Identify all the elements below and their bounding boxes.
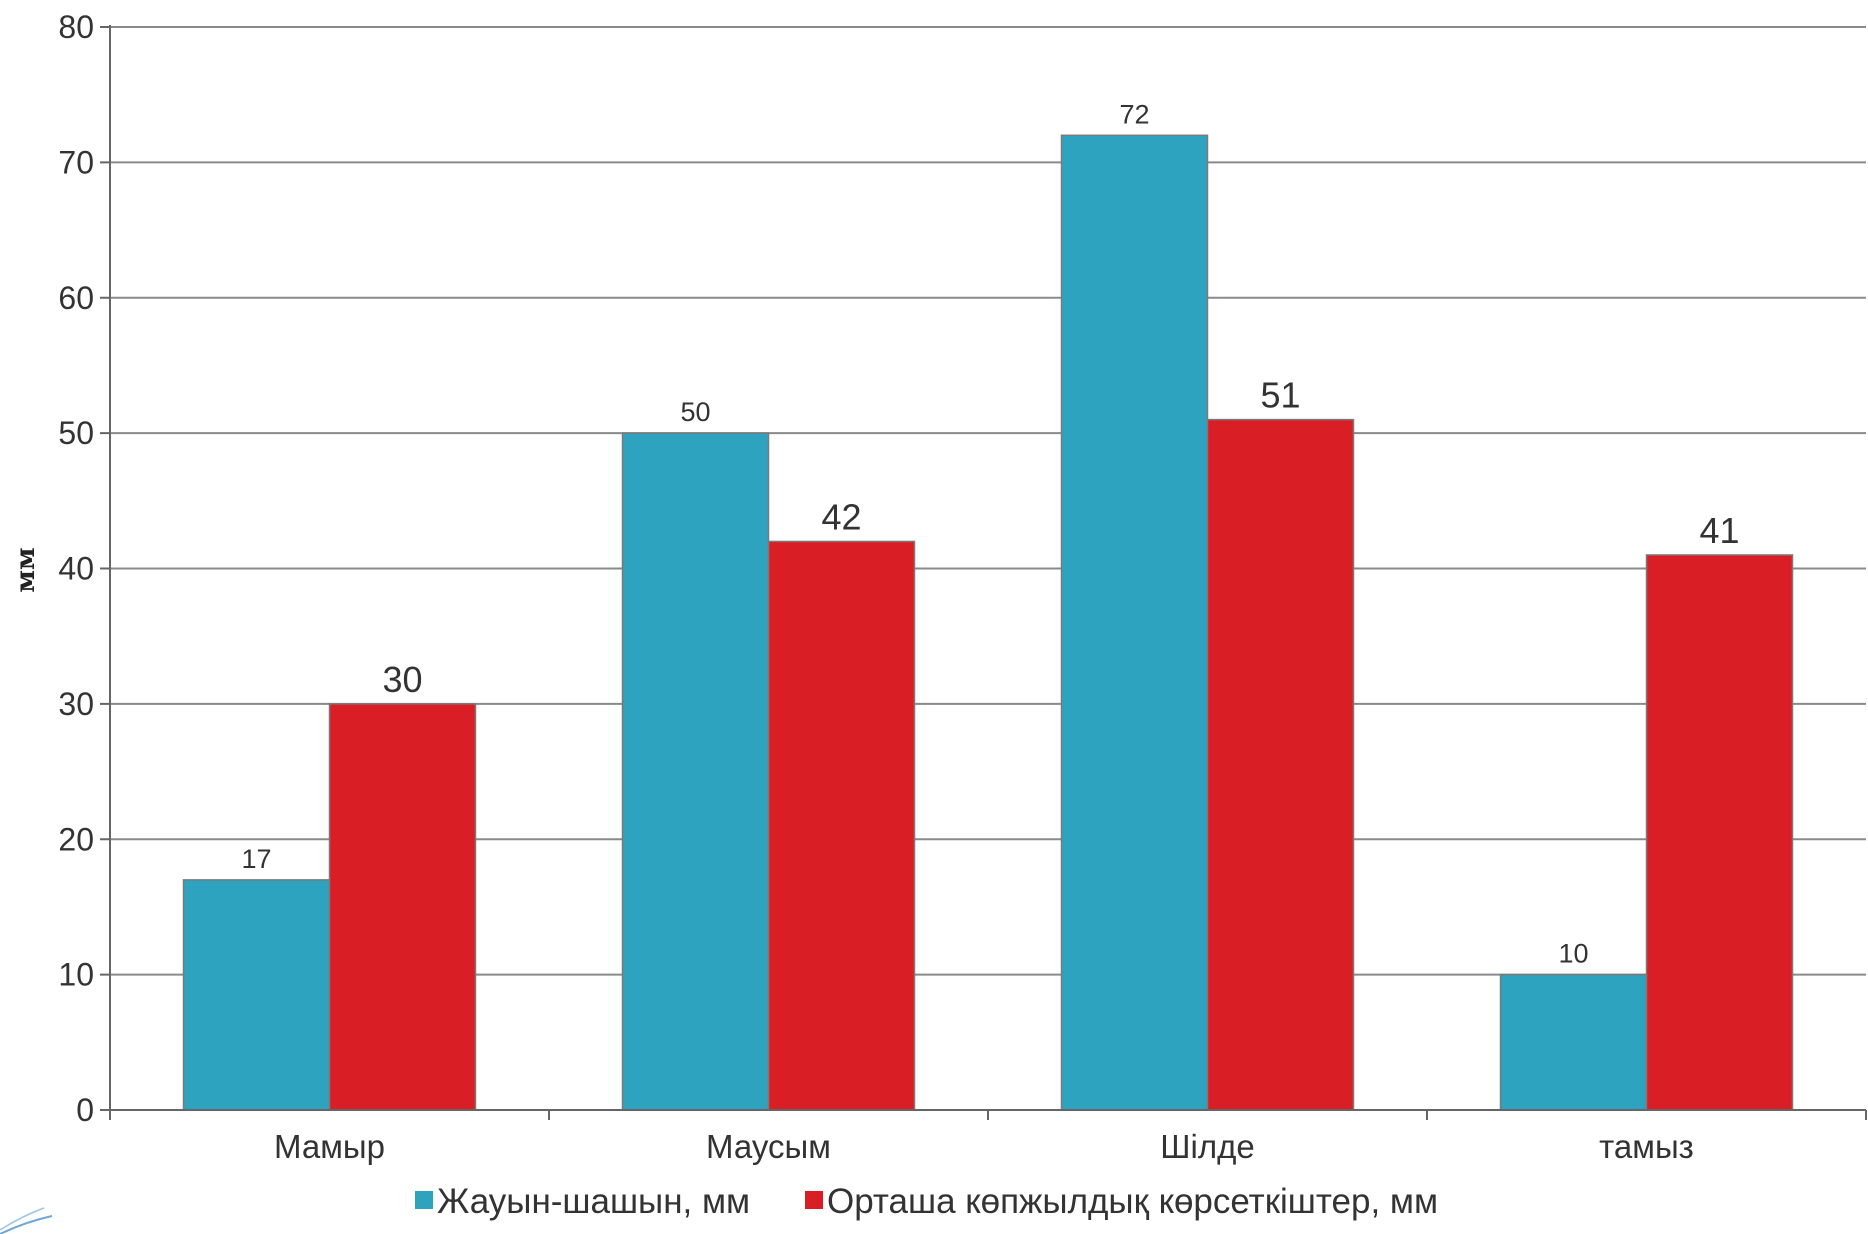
legend-swatch	[805, 1191, 823, 1209]
labels: 0 10 20 30 40 50 60 70 80 Мамыр 17 30 Маусым 50 42 Шілд…	[58, 9, 1739, 1165]
decorative-swirl	[0, 1207, 53, 1234]
x-category-label: Шілде	[1160, 1128, 1254, 1165]
data-label: 51	[1260, 375, 1300, 416]
data-label: 50	[680, 397, 710, 427]
data-label: 72	[1119, 99, 1149, 129]
bar-precipitation	[1060, 134, 1209, 1111]
y-tick-label: 20	[58, 821, 94, 857]
y-tick-label: 50	[58, 415, 94, 451]
x-category-label: Мамыр	[274, 1128, 385, 1165]
y-tick-label: 0	[76, 1092, 94, 1128]
axes	[100, 25, 1867, 1120]
data-label: 41	[1699, 510, 1739, 551]
legend: Жауын-шашын, мм Орташа көпжылдық көрсеткі…	[415, 1182, 1438, 1221]
bar-precipitation	[182, 879, 331, 1111]
x-category-label: Маусым	[706, 1128, 831, 1165]
y-tick-label: 70	[58, 144, 94, 180]
legend-item-label: Жауын-шашын, мм	[437, 1182, 750, 1221]
bar-long-term-average	[328, 703, 477, 1111]
legend-item-label: Орташа көпжылдық көрсеткіштер, мм	[827, 1182, 1438, 1221]
y-tick-label: 80	[58, 9, 94, 45]
data-label: 30	[382, 659, 422, 700]
bar-long-term-average	[1645, 554, 1794, 1111]
bar-long-term-average	[767, 540, 916, 1111]
data-label: 17	[241, 844, 271, 874]
bar-long-term-average	[1206, 418, 1355, 1111]
y-tick-label: 10	[58, 957, 94, 993]
y-tick-label: 60	[58, 280, 94, 316]
data-label: 42	[821, 496, 861, 537]
bar-precipitation	[621, 432, 770, 1111]
bar-precipitation	[1499, 973, 1648, 1111]
bars	[182, 134, 1794, 1111]
y-tick-label: 40	[58, 551, 94, 587]
data-label: 10	[1558, 939, 1588, 969]
legend-swatch	[415, 1191, 433, 1209]
y-tick-label: 30	[58, 686, 94, 722]
x-category-label: тамыз	[1599, 1128, 1694, 1165]
y-axis-label: мм	[11, 547, 41, 592]
